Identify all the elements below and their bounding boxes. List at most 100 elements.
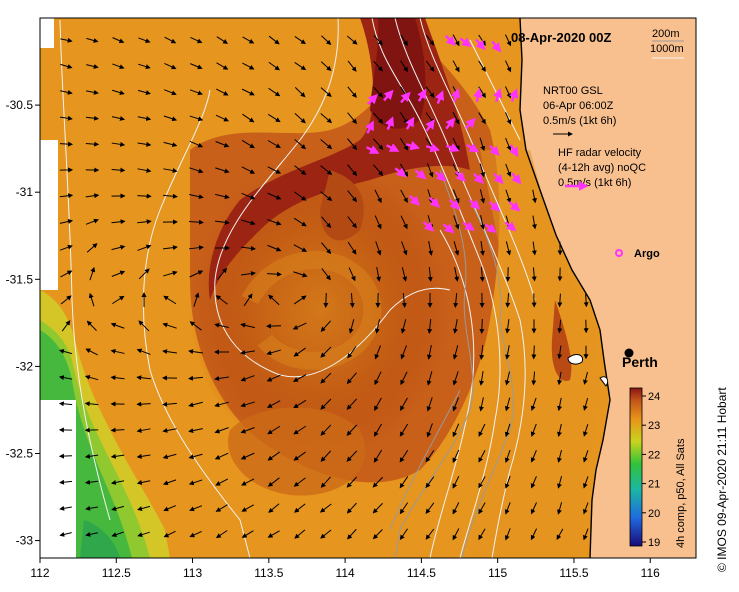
- gsl-arrow: [163, 168, 178, 173]
- hf-arrow: [405, 116, 415, 130]
- gsl-arrow: [268, 35, 280, 45]
- gsl-arrow: [138, 268, 150, 280]
- gsl-arrow: [137, 168, 152, 173]
- gsl-arrow: [136, 480, 151, 485]
- gsl-arrow: [426, 397, 433, 412]
- gsl-arrow: [293, 347, 306, 357]
- gsl-arrow: [267, 425, 281, 435]
- gsl-arrow: [373, 60, 383, 72]
- gsl-arrow: [583, 293, 589, 308]
- gsl-arrow: [188, 349, 203, 355]
- gsl-arrow: [320, 165, 333, 176]
- gsl-arrow: [372, 138, 384, 150]
- argo-float-icon: [615, 249, 623, 257]
- gsl-arrow: [60, 115, 73, 121]
- gsl-arrow: [137, 244, 152, 251]
- gsl-arrow: [453, 319, 458, 334]
- hf-arrow: [468, 199, 481, 210]
- gsl-arrow: [557, 476, 563, 489]
- gsl-arrow: [215, 530, 228, 539]
- gsl-arrow: [504, 502, 511, 515]
- gsl-arrow: [240, 401, 255, 408]
- gsl-arrow: [60, 89, 73, 95]
- gsl-arrow: [374, 319, 381, 334]
- gsl-arrow: [479, 371, 485, 386]
- gsl-arrow: [240, 452, 255, 460]
- gsl-arrow: [162, 428, 177, 433]
- gsl-arrow: [293, 244, 308, 252]
- x-tick-label: 114: [336, 566, 355, 580]
- perth-label: Perth: [622, 354, 658, 370]
- gsl-arrow: [214, 322, 229, 329]
- hf-arrow: [383, 89, 394, 102]
- gsl-arrow: [111, 244, 126, 251]
- gsl-arrow: [190, 63, 203, 70]
- hf-arrow: [459, 37, 472, 48]
- gsl-arrow: [137, 193, 152, 199]
- gsl-arrow: [163, 141, 178, 148]
- coastline: [519, 18, 611, 558]
- gsl-arrow: [427, 266, 433, 282]
- hf-arrow: [444, 34, 456, 46]
- gsl-arrow: [292, 322, 307, 330]
- gsl-arrow: [557, 397, 563, 412]
- gsl-arrow: [320, 113, 333, 124]
- gsl-arrow: [320, 529, 332, 539]
- gsl-arrow: [84, 479, 99, 485]
- gsl-arrow: [478, 476, 486, 489]
- gsl-arrow: [583, 528, 589, 541]
- hf-arrow: [466, 143, 480, 153]
- colorbar-ticks: 24 23 22 21 20 19: [642, 391, 660, 549]
- gsl-arrow: [162, 322, 177, 329]
- gsl-arrow: [216, 88, 229, 96]
- gsl-arrow: [84, 401, 99, 407]
- gsl-arrow: [347, 216, 357, 229]
- x-axis: 112 112.5 113 113.5 114 114.5 115 115.5 116: [30, 558, 660, 580]
- gsl-arrow: [479, 137, 486, 152]
- gsl-arrow: [214, 375, 229, 381]
- gsl-arrow: [189, 321, 202, 331]
- gsl-arrow: [478, 423, 486, 437]
- gsl-arrow: [401, 292, 407, 308]
- gsl-arrow: [242, 62, 255, 70]
- hf-arrow: [425, 143, 441, 153]
- gsl-arrow: [111, 505, 124, 511]
- gsl-arrow: [374, 345, 381, 360]
- gsl-arrow: [400, 215, 408, 230]
- gsl-arrow: [111, 116, 126, 121]
- hf-legend-avg: (4-12h avg) noQC: [558, 162, 646, 174]
- gsl-arrow: [111, 141, 126, 147]
- gsl-arrow: [266, 349, 281, 356]
- gsl-arrow: [400, 397, 408, 411]
- gsl-arrow: [267, 192, 282, 200]
- gsl-arrow: [376, 267, 382, 282]
- gsl-arrow: [346, 450, 358, 462]
- gsl-arrow: [530, 397, 537, 411]
- gsl-arrow: [452, 371, 459, 386]
- gsl-arrow: [267, 477, 280, 487]
- y-tick-label: -30.5: [6, 98, 34, 112]
- gsl-arrow: [188, 428, 203, 434]
- gsl-arrow: [189, 167, 204, 174]
- gsl-arrow: [479, 189, 486, 204]
- gsl-arrow: [86, 243, 98, 253]
- gsl-arrow: [294, 112, 306, 124]
- gsl-arrow: [346, 476, 358, 488]
- gsl-arrow: [240, 322, 255, 329]
- gsl-arrow: [374, 215, 382, 230]
- gsl-arrow: [241, 139, 255, 149]
- hf-arrow: [509, 144, 519, 158]
- gsl-arrow: [136, 375, 151, 381]
- gsl-arrow: [346, 372, 357, 385]
- gsl-arrow: [162, 479, 177, 486]
- gsl-arrow: [374, 397, 382, 411]
- gsl-arrow: [452, 345, 459, 360]
- gsl-arrow: [320, 61, 332, 71]
- gsl-arrow: [85, 141, 100, 147]
- gsl-arrow: [293, 503, 306, 513]
- gsl-arrow: [293, 399, 307, 409]
- gsl-arrow: [425, 502, 435, 514]
- hf-arrow: [493, 87, 503, 103]
- gsl-arrow: [137, 141, 152, 147]
